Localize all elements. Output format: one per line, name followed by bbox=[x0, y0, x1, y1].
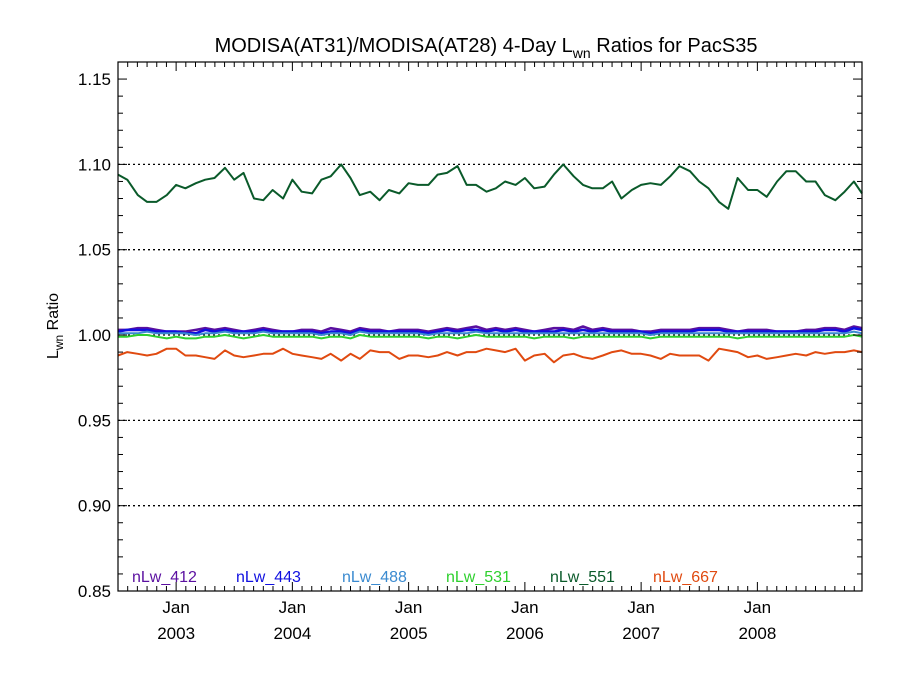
gridlines bbox=[118, 163, 862, 507]
y-axis-label-suffix: Ratio bbox=[45, 293, 62, 335]
x-tick-label-year: 2004 bbox=[273, 624, 311, 643]
y-tick-label: 1.00 bbox=[78, 326, 111, 345]
legend-entry-nlw-531: nLw_531 bbox=[446, 569, 511, 586]
legend-entry-nlw-412: nLw_412 bbox=[132, 569, 197, 586]
x-tick-label-month: Jan bbox=[627, 598, 654, 617]
chart-title-subscript: wn bbox=[572, 45, 591, 61]
legend-entry-nlw-551: nLw_551 bbox=[550, 569, 615, 586]
legend-entry-nlw-488: nLw_488 bbox=[342, 569, 407, 586]
series-line-nlw-551 bbox=[117, 163, 863, 210]
y-tick-label: 1.15 bbox=[78, 70, 111, 89]
series-line-nlw-488 bbox=[118, 330, 863, 336]
x-tick-label-month: Jan bbox=[744, 598, 771, 617]
x-tick-label-year: 2005 bbox=[390, 624, 428, 643]
x-tick-label-year: 2007 bbox=[622, 624, 660, 643]
y-tick-labels: 0.85 0.90 0.95 1.00 1.05 1.10 1.15 bbox=[78, 70, 111, 601]
legend-entry-nlw-443: nLw_443 bbox=[236, 569, 301, 586]
x-tick-label-month: Jan bbox=[279, 598, 306, 617]
x-tick-label-year: 2003 bbox=[157, 624, 195, 643]
x-tick-labels: Jan 2003 Jan 2004 Jan 2005 Jan 2006 Jan 2007 Jan 20… bbox=[157, 598, 776, 643]
legend: nLw_412 nLw_443 nLw_488 nLw_531 nLw_551 nLw_6… bbox=[132, 569, 718, 586]
x-tick-label-month: Jan bbox=[511, 598, 538, 617]
legend-entry-nlw-667: nLw_667 bbox=[653, 569, 718, 586]
x-tick-label-year: 2008 bbox=[738, 624, 776, 643]
series-line-nlw-531 bbox=[118, 334, 863, 340]
series-line-nlw-667 bbox=[117, 347, 863, 364]
y-tick-label: 1.10 bbox=[78, 155, 111, 174]
chart-title-suffix: Ratios for PacS35 bbox=[591, 35, 758, 57]
y-axis-label-main: L bbox=[45, 350, 62, 359]
chart-title-main: MODISA(AT31)/MODISA(AT28) 4-Day L bbox=[215, 35, 573, 57]
x-tick-label-year: 2006 bbox=[506, 624, 544, 643]
y-axis-label-subscript: wn bbox=[52, 335, 66, 351]
series-line-nlw-443 bbox=[117, 326, 863, 335]
x-tick-label-month: Jan bbox=[395, 598, 422, 617]
y-tick-label: 0.85 bbox=[78, 582, 111, 601]
plot-frame bbox=[117, 61, 863, 592]
y-tick-label: 0.95 bbox=[78, 411, 111, 430]
y-tick-label: 1.05 bbox=[78, 241, 111, 260]
axes bbox=[117, 61, 863, 592]
y-axis-label: Lwn Ratio bbox=[45, 293, 66, 359]
y-tick-label: 0.90 bbox=[78, 497, 111, 516]
x-tick-label-month: Jan bbox=[162, 598, 189, 617]
series-lines bbox=[117, 163, 863, 364]
chart-title: MODISA(AT31)/MODISA(AT28) 4-Day Lwn Rati… bbox=[215, 35, 758, 61]
